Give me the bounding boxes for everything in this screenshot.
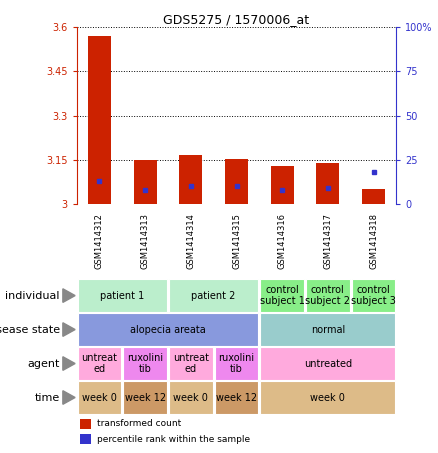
- Text: untreat
ed: untreat ed: [81, 353, 117, 374]
- Bar: [169, 381, 213, 414]
- Text: disease state: disease state: [0, 324, 60, 335]
- Bar: [134, 160, 156, 204]
- Bar: [260, 279, 304, 312]
- Text: individual: individual: [5, 290, 60, 301]
- Text: GSM1414314: GSM1414314: [186, 213, 195, 269]
- Bar: [180, 155, 202, 204]
- Text: percentile rank within the sample: percentile rank within the sample: [97, 435, 251, 444]
- Bar: [169, 279, 258, 312]
- Bar: [80, 419, 91, 429]
- Bar: [123, 347, 167, 380]
- Text: week 12: week 12: [124, 392, 166, 403]
- Text: normal: normal: [311, 324, 345, 335]
- Bar: [225, 159, 248, 204]
- Text: week 0: week 0: [173, 392, 208, 403]
- Text: GSM1414313: GSM1414313: [141, 213, 150, 269]
- Bar: [306, 279, 350, 312]
- Bar: [78, 313, 258, 346]
- Bar: [78, 347, 121, 380]
- Text: patient 1: patient 1: [100, 290, 145, 301]
- Bar: [88, 36, 111, 204]
- Text: week 0: week 0: [82, 392, 117, 403]
- Bar: [80, 434, 91, 444]
- Bar: [260, 347, 396, 380]
- Bar: [215, 347, 258, 380]
- Text: alopecia areata: alopecia areata: [130, 324, 206, 335]
- Text: control
subject 3: control subject 3: [351, 285, 396, 306]
- Bar: [316, 163, 339, 204]
- Bar: [169, 347, 213, 380]
- Text: time: time: [35, 392, 60, 403]
- Text: control
subject 1: control subject 1: [260, 285, 305, 306]
- Text: GSM1414317: GSM1414317: [323, 213, 332, 269]
- Title: GDS5275 / 1570006_at: GDS5275 / 1570006_at: [163, 13, 310, 26]
- Polygon shape: [63, 289, 75, 303]
- Text: week 12: week 12: [216, 392, 257, 403]
- Text: GSM1414316: GSM1414316: [278, 213, 287, 269]
- Bar: [352, 279, 396, 312]
- Text: GSM1414315: GSM1414315: [232, 213, 241, 269]
- Bar: [123, 381, 167, 414]
- Text: GSM1414318: GSM1414318: [369, 213, 378, 269]
- Polygon shape: [63, 323, 75, 336]
- Polygon shape: [63, 390, 75, 405]
- Bar: [260, 313, 396, 346]
- Text: GSM1414312: GSM1414312: [95, 213, 104, 269]
- Bar: [362, 189, 385, 204]
- Text: untreat
ed: untreat ed: [173, 353, 209, 374]
- Bar: [215, 381, 258, 414]
- Bar: [78, 279, 167, 312]
- Text: week 0: week 0: [311, 392, 345, 403]
- Bar: [78, 381, 121, 414]
- Bar: [260, 381, 396, 414]
- Text: ruxolini
tib: ruxolini tib: [219, 353, 254, 374]
- Text: untreated: untreated: [304, 358, 352, 369]
- Text: patient 2: patient 2: [191, 290, 236, 301]
- Text: transformed count: transformed count: [97, 419, 182, 428]
- Polygon shape: [63, 357, 75, 371]
- Bar: [271, 166, 293, 204]
- Text: ruxolini
tib: ruxolini tib: [127, 353, 163, 374]
- Text: agent: agent: [28, 358, 60, 369]
- Text: control
subject 2: control subject 2: [305, 285, 350, 306]
